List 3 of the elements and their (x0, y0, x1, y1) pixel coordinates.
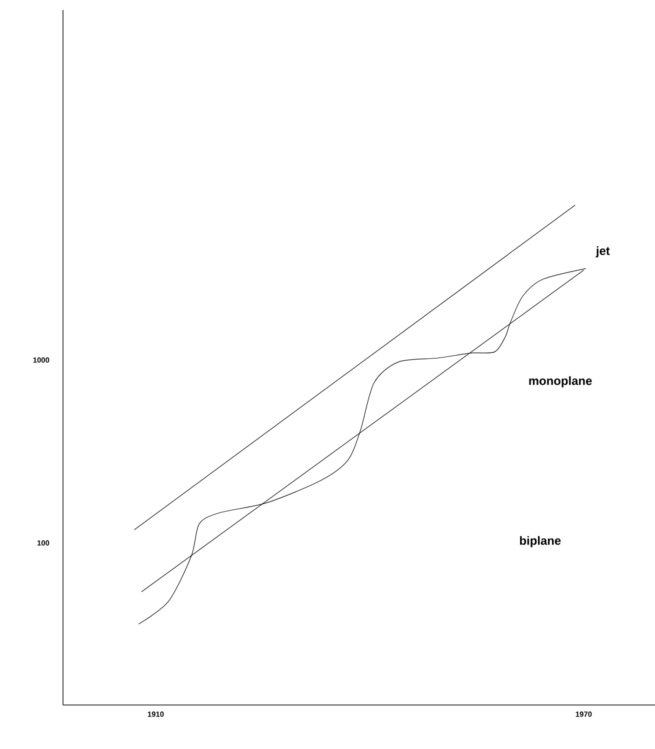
annotation: biplane (520, 536, 561, 548)
annotation: jet (596, 246, 610, 258)
annotation: monoplane (529, 376, 592, 388)
